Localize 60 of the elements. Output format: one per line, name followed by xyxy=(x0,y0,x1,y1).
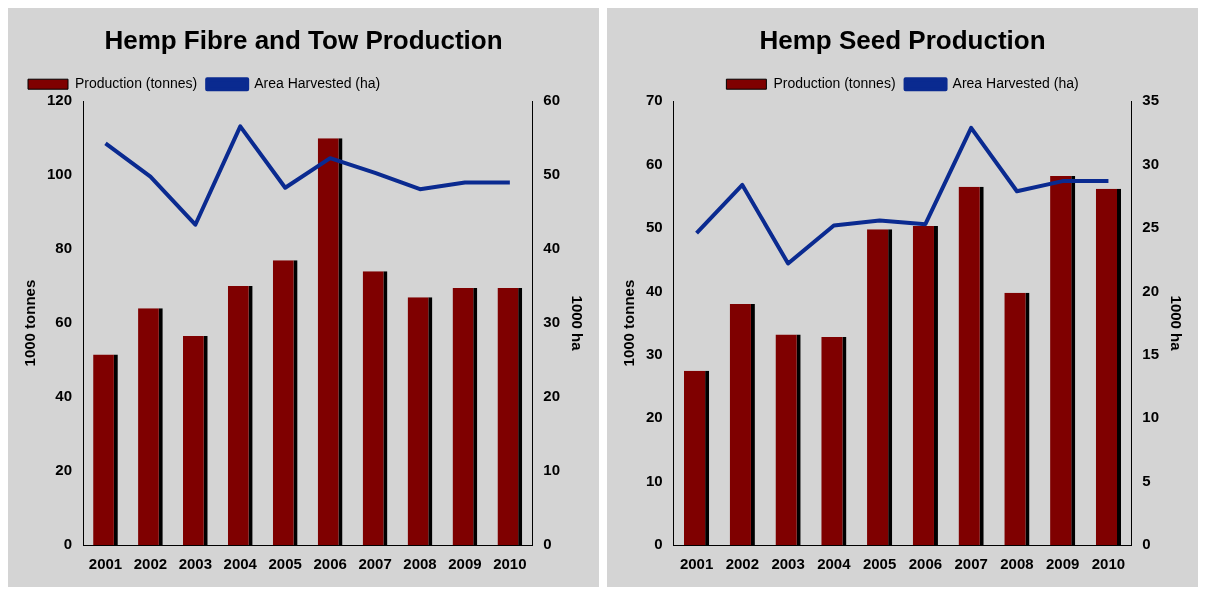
y-tick-label: 10 xyxy=(646,471,663,489)
y-tick-label: 80 xyxy=(55,239,73,257)
x-tick-label: 2003 xyxy=(178,555,213,573)
y-tick-label: 100 xyxy=(47,165,73,183)
legend-label: Production (tonnes) xyxy=(75,75,198,92)
legend-label: Production (tonnes) xyxy=(773,75,896,92)
y2-tick-label: 30 xyxy=(543,313,560,331)
y2-tick-label: 35 xyxy=(1142,91,1159,109)
x-tick-label: 2006 xyxy=(908,555,943,573)
y-tick-label: 30 xyxy=(646,344,663,362)
x-tick-label: 2007 xyxy=(954,555,988,573)
y-axis-title: 1000 tonnes xyxy=(21,279,39,367)
y2-tick-label: 30 xyxy=(1142,154,1159,172)
y2-tick-label: 20 xyxy=(1142,281,1159,299)
y2-tick-label: 20 xyxy=(543,387,560,405)
y-axis-title: 1000 tonnes xyxy=(620,279,638,367)
x-tick-label: 2005 xyxy=(268,555,302,573)
chart-title: Hemp Fibre and Tow Production xyxy=(104,24,503,55)
y2-tick-label: 25 xyxy=(1142,218,1159,236)
x-tick-label: 2006 xyxy=(313,555,347,573)
chart-title: Hemp Seed Production xyxy=(759,24,1046,55)
x-tick-label: 2010 xyxy=(1091,555,1126,573)
legend-label: Area Harvested (ha) xyxy=(952,75,1079,92)
x-tick-label: 2010 xyxy=(493,555,527,573)
x-tick-label: 2009 xyxy=(448,555,482,573)
y-tick-label: 40 xyxy=(55,387,73,405)
x-tick-label: 2002 xyxy=(725,555,760,573)
y-tick-label: 120 xyxy=(47,91,73,109)
x-tick-label: 2001 xyxy=(679,555,714,573)
x-tick-label: 2005 xyxy=(862,555,897,573)
legend-label: Area Harvested (ha) xyxy=(254,75,381,92)
y-tick-label: 0 xyxy=(63,535,73,553)
x-tick-label: 2008 xyxy=(403,555,437,573)
y2-tick-label: 15 xyxy=(1142,344,1159,362)
y-tick-label: 20 xyxy=(55,461,73,479)
y2-axis-title: 1000 ha xyxy=(1167,295,1185,352)
y2-tick-label: 0 xyxy=(1142,535,1151,553)
x-tick-label: 2007 xyxy=(358,555,392,573)
y-tick-label: 60 xyxy=(55,313,73,331)
y2-tick-label: 10 xyxy=(1142,408,1159,426)
x-tick-label: 2003 xyxy=(771,555,805,573)
y2-tick-label: 60 xyxy=(543,91,560,109)
y-tick-label: 50 xyxy=(646,218,663,236)
x-tick-label: 2001 xyxy=(88,555,123,573)
y-tick-label: 20 xyxy=(646,408,663,426)
x-tick-label: 2004 xyxy=(817,555,852,573)
y-tick-label: 60 xyxy=(646,154,663,172)
y2-tick-label: 50 xyxy=(543,165,560,183)
y-tick-label: 70 xyxy=(646,91,663,109)
y2-tick-label: 5 xyxy=(1142,471,1151,489)
y-tick-label: 40 xyxy=(646,281,663,299)
x-tick-label: 2008 xyxy=(1000,555,1034,573)
y-tick-label: 0 xyxy=(654,535,663,553)
y2-tick-label: 40 xyxy=(543,239,560,257)
x-tick-label: 2002 xyxy=(133,555,168,573)
y2-axis-title: 1000 ha xyxy=(568,295,586,352)
y2-tick-label: 0 xyxy=(543,535,552,553)
y2-tick-label: 10 xyxy=(543,461,560,479)
x-tick-label: 2009 xyxy=(1045,555,1080,573)
x-tick-label: 2004 xyxy=(223,555,258,573)
